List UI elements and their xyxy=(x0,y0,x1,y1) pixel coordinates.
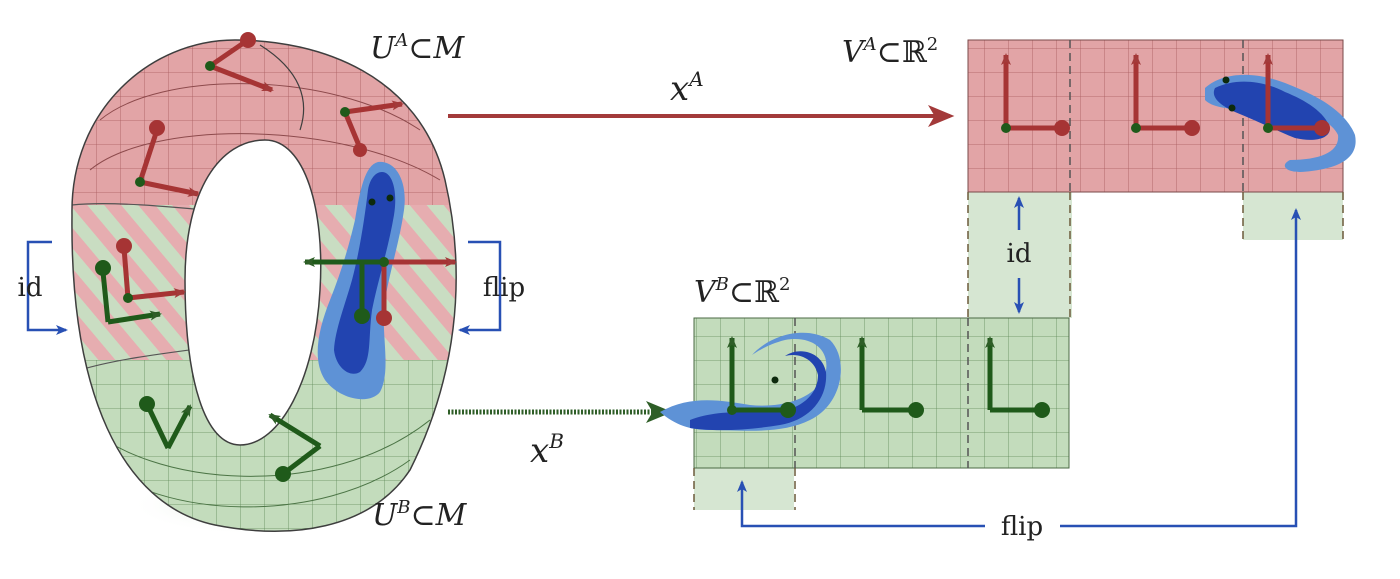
frame-icon xyxy=(139,396,193,450)
frame-icon xyxy=(727,336,796,418)
frame-icon xyxy=(268,412,322,482)
label-UA: UA⊂M xyxy=(370,30,465,66)
chart-VB: VB⊂ℝ2 xyxy=(660,274,1070,510)
label-UB: UB⊂M xyxy=(372,497,468,533)
map-arrow-xA: xA xyxy=(448,67,955,127)
frame-icon xyxy=(135,120,200,197)
id-label-middle: id xyxy=(1007,239,1032,269)
label-VA: VA⊂ℝ2 xyxy=(842,34,938,70)
frame-icon xyxy=(1001,53,1070,136)
mobius-band xyxy=(71,39,457,535)
flip-transition-right: flip xyxy=(458,240,525,335)
gecko-icon xyxy=(1205,74,1356,172)
flip-transition-bottom: flip xyxy=(737,208,1301,542)
frame-icon xyxy=(303,257,457,326)
band-frames xyxy=(95,32,404,482)
label-xB: xB xyxy=(530,429,564,471)
map-arrow-xB: xB xyxy=(448,401,673,471)
frame-icon xyxy=(985,336,1050,418)
frame-icon xyxy=(1263,53,1330,136)
id-transition-left: id xyxy=(18,240,68,335)
frame-icon xyxy=(205,32,274,93)
flip-label-right: flip xyxy=(483,273,525,303)
id-label-left: id xyxy=(18,273,43,303)
id-transition-middle: id xyxy=(1007,196,1032,314)
frame-icon xyxy=(857,336,924,418)
label-VB: VB⊂ℝ2 xyxy=(694,274,790,310)
frame-icon xyxy=(340,100,404,157)
frame-icon xyxy=(95,238,186,325)
flip-label-bottom: flip xyxy=(1001,512,1043,542)
chart-VA: VA⊂ℝ2 xyxy=(842,34,1356,318)
frame-icon xyxy=(1131,53,1200,136)
label-xA: xA xyxy=(670,67,704,109)
